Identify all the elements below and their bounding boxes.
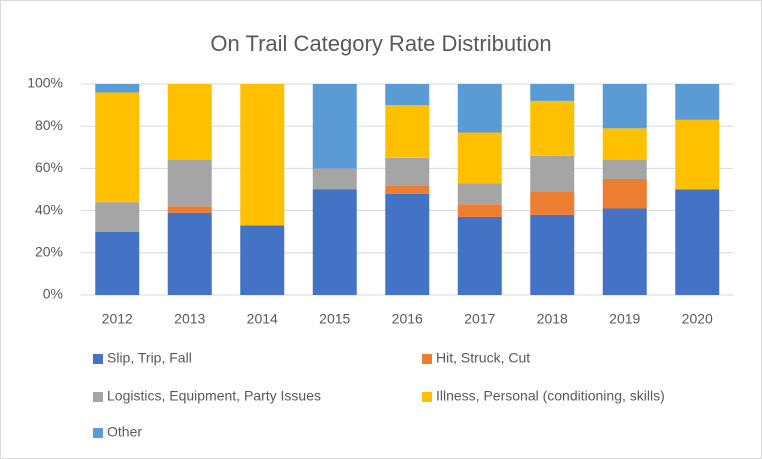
chart-title: On Trail Category Rate Distribution bbox=[210, 31, 551, 56]
legend-label: Illness, Personal (conditioning, skills) bbox=[436, 388, 665, 404]
bar-segment bbox=[530, 191, 575, 215]
x-tick-label: 2015 bbox=[319, 311, 350, 327]
x-tick-label: 2014 bbox=[247, 311, 278, 327]
bar-segment bbox=[167, 84, 212, 160]
x-tick-label: 2018 bbox=[537, 311, 568, 327]
bar-segment bbox=[385, 84, 430, 106]
legend-label: Hit, Struck, Cut bbox=[436, 350, 530, 366]
bar-segment bbox=[602, 128, 647, 160]
legend-swatch bbox=[93, 392, 103, 402]
x-tick-label: 2012 bbox=[102, 311, 133, 327]
bar-segment bbox=[240, 225, 285, 295]
bar-segment bbox=[385, 193, 430, 295]
bar-segment bbox=[675, 189, 720, 295]
bar-segment bbox=[167, 159, 212, 207]
bar-segment bbox=[530, 214, 575, 295]
bar-segment bbox=[457, 132, 502, 184]
bar-segment bbox=[167, 212, 212, 295]
legend-swatch bbox=[93, 428, 103, 438]
bar-segment bbox=[530, 100, 575, 156]
y-tick-label: 80% bbox=[35, 117, 63, 133]
bar-segment bbox=[457, 216, 502, 295]
bar-segment bbox=[385, 105, 430, 158]
bar-segment bbox=[602, 178, 647, 209]
x-tick-label: 2017 bbox=[464, 311, 495, 327]
bar-segment bbox=[385, 185, 430, 194]
bar-segment bbox=[530, 84, 575, 101]
bar-segment bbox=[95, 84, 140, 93]
bar-segment bbox=[385, 157, 430, 186]
legend-swatch bbox=[93, 354, 103, 364]
bar-segment bbox=[457, 84, 502, 133]
bar-segment bbox=[312, 84, 357, 169]
y-tick-label: 20% bbox=[35, 244, 63, 260]
x-tick-label: 2016 bbox=[392, 311, 423, 327]
bar-segment bbox=[95, 231, 140, 295]
bar-segment bbox=[675, 84, 720, 120]
legend-label: Slip, Trip, Fall bbox=[107, 350, 192, 366]
y-tick-label: 60% bbox=[35, 159, 63, 175]
legend-swatch bbox=[422, 392, 432, 402]
y-tick-label: 40% bbox=[35, 201, 63, 217]
bar-segment bbox=[240, 84, 285, 226]
legend-label: Other bbox=[107, 424, 142, 440]
legend-swatch bbox=[422, 354, 432, 364]
bar-segment bbox=[675, 119, 720, 190]
x-tick-label: 2013 bbox=[174, 311, 205, 327]
bar-segment bbox=[457, 183, 502, 205]
y-tick-label: 0% bbox=[43, 286, 63, 302]
y-tick-label: 100% bbox=[27, 75, 63, 91]
legend-label: Logistics, Equipment, Party Issues bbox=[107, 388, 321, 404]
x-tick-label: 2019 bbox=[609, 311, 640, 327]
bar-segment bbox=[312, 189, 357, 295]
x-tick-label: 2020 bbox=[682, 311, 713, 327]
bar-segment bbox=[602, 84, 647, 129]
bar-segment bbox=[95, 202, 140, 232]
bar-segment bbox=[457, 204, 502, 217]
bar-segment bbox=[602, 159, 647, 179]
bar-segment bbox=[602, 208, 647, 295]
bar-segment bbox=[312, 168, 357, 190]
bar-segment bbox=[95, 92, 140, 203]
bar-segment bbox=[530, 155, 575, 192]
bar-segment bbox=[167, 206, 212, 213]
